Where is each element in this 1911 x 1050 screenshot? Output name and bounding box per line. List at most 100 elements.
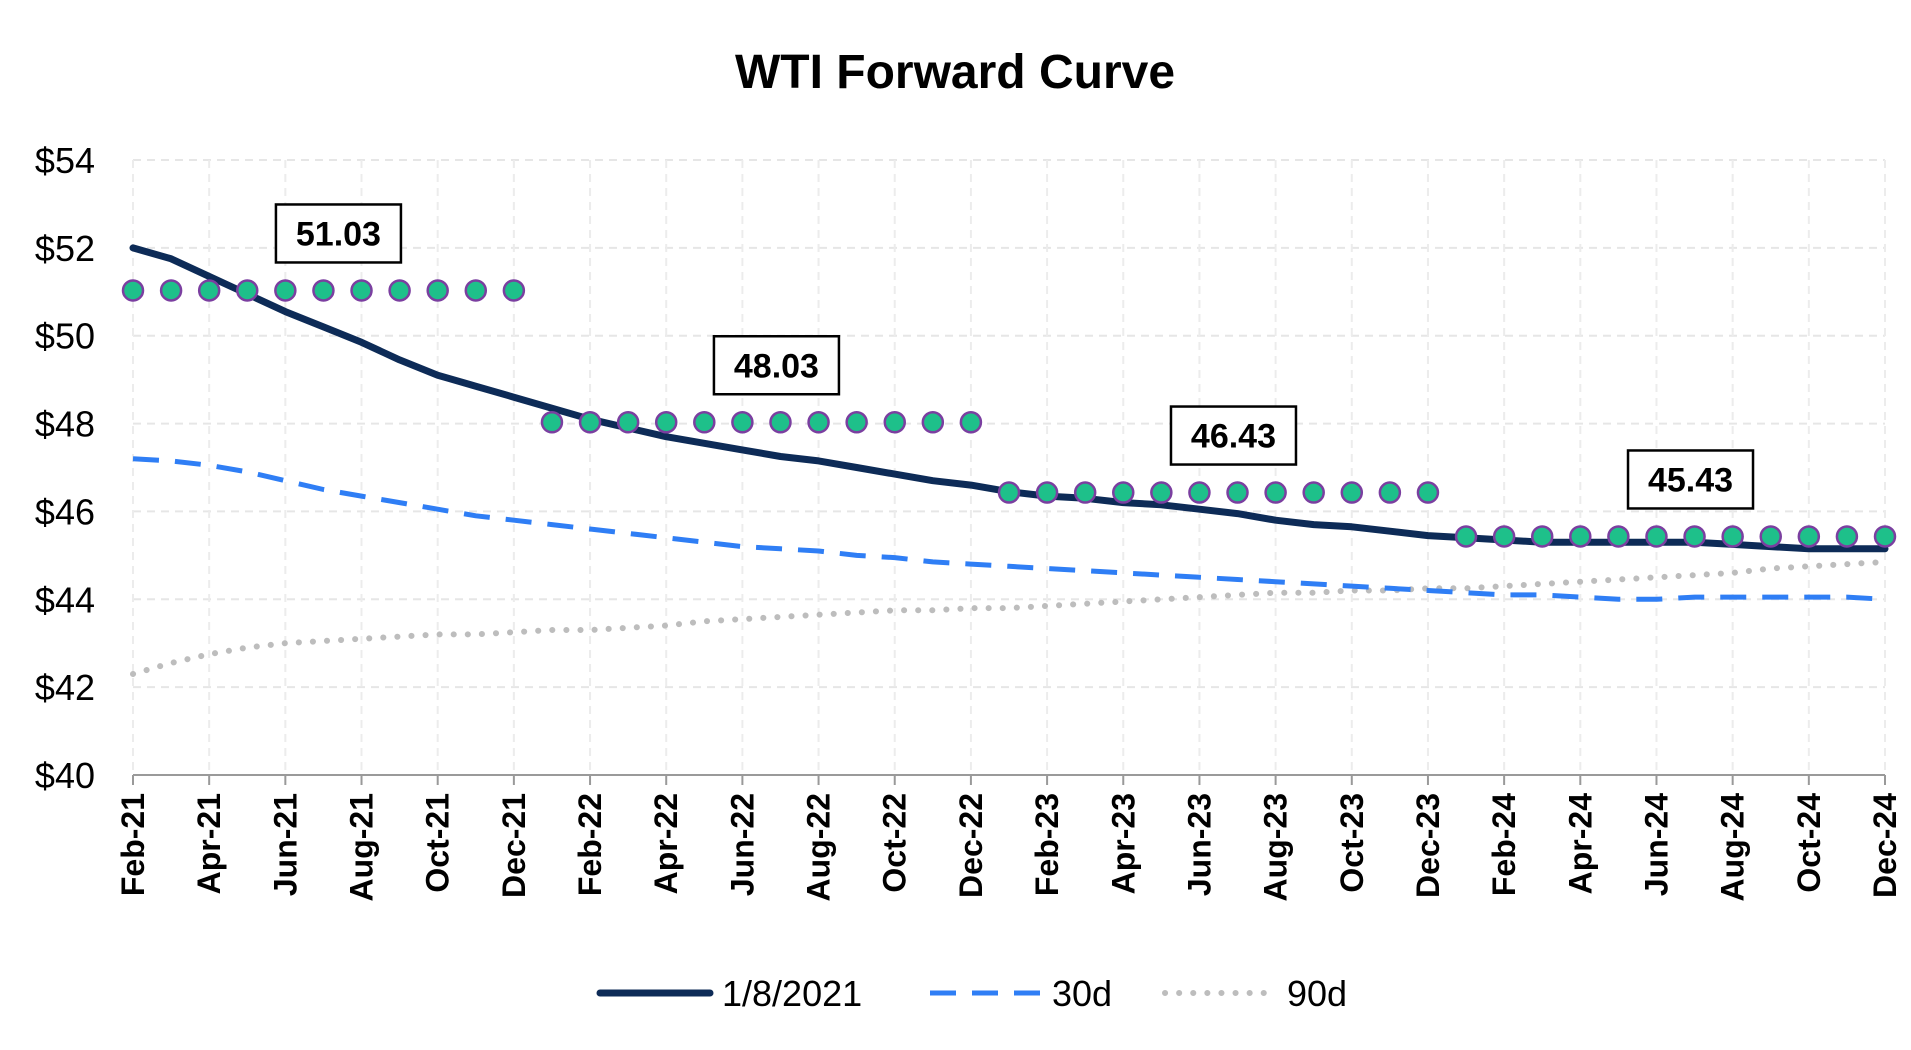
- legend-label: 90d: [1287, 973, 1347, 1014]
- annual-average-labels: 51.03 48.03 46.43 45.43: [274, 203, 1755, 510]
- avg-marker-2021: [426, 279, 449, 302]
- avg-marker-2023: [1226, 481, 1249, 504]
- series-line-30d: [132, 456, 1886, 602]
- avg-marker-2021: [312, 279, 335, 302]
- legend-label: 1/8/2021: [722, 973, 862, 1014]
- x-tick-label: Dec-23: [1410, 793, 1446, 898]
- avg-marker-2022: [731, 411, 754, 434]
- avg-marker-2022: [616, 411, 640, 434]
- avg-marker-2023: [1378, 481, 1402, 504]
- avg-marker-2022: [921, 411, 945, 434]
- annual-average-markers: [121, 279, 1897, 548]
- x-tick-label: Aug-24: [1715, 793, 1751, 902]
- avg-label-2022: 48.03: [734, 347, 819, 385]
- avg-marker-2022: [769, 411, 792, 434]
- avg-marker-2023: [1035, 481, 1059, 504]
- avg-marker-2022: [693, 411, 716, 434]
- x-tick-label: Aug-23: [1258, 793, 1294, 901]
- avg-marker-2021: [159, 279, 183, 302]
- avg-marker-2024: [1759, 525, 1782, 548]
- avg-label-2021: 51.03: [296, 215, 381, 253]
- x-tick-label: Oct-23: [1334, 793, 1370, 893]
- x-tick-label: Jun-21: [267, 793, 303, 896]
- x-tick-label: Aug-22: [801, 793, 837, 901]
- avg-marker-2021: [350, 279, 373, 302]
- y-tick-label: $50: [35, 316, 95, 357]
- y-tick-label: $54: [35, 140, 95, 181]
- avg-marker-2023: [1188, 481, 1211, 504]
- avg-marker-2024: [1530, 525, 1554, 548]
- gridlines: [132, 159, 1886, 775]
- y-tick-label: $40: [35, 755, 95, 796]
- legend-label: 30d: [1052, 973, 1112, 1014]
- avg-marker-2024: [1645, 525, 1668, 548]
- avg-marker-2021: [274, 279, 297, 302]
- avg-marker-2024: [1492, 525, 1516, 548]
- avg-marker-2024: [1454, 525, 1478, 548]
- x-tick-label: Oct-24: [1791, 793, 1827, 893]
- avg-label-box-2023: [1169, 405, 1298, 466]
- avg-marker-2024: [1873, 525, 1897, 548]
- x-tick-label: Apr-24: [1562, 793, 1598, 895]
- x-tick-label: Oct-21: [420, 793, 456, 893]
- avg-marker-2024: [1721, 525, 1744, 548]
- avg-marker-2023: [1340, 481, 1364, 504]
- avg-marker-2022: [578, 411, 602, 434]
- avg-marker-2024: [1569, 525, 1592, 548]
- avg-marker-2022: [845, 411, 868, 434]
- avg-marker-2021: [236, 279, 259, 302]
- x-tick-label: Feb-24: [1486, 793, 1522, 896]
- x-tick-label: Jun-24: [1638, 793, 1674, 896]
- avg-marker-2021: [197, 279, 221, 302]
- avg-marker-2021: [121, 279, 145, 302]
- series-lines: [129, 244, 1889, 677]
- avg-marker-2024: [1797, 525, 1821, 548]
- avg-marker-2022: [959, 411, 983, 434]
- x-tick-label: Dec-21: [496, 793, 532, 898]
- avg-marker-2023: [1416, 481, 1440, 504]
- y-tick-label: $46: [35, 491, 95, 532]
- x-tick-label: Apr-21: [191, 793, 227, 894]
- x-tick-label: Dec-22: [953, 793, 989, 898]
- avg-label-box-2022: [712, 335, 841, 396]
- avg-marker-2023: [997, 481, 1021, 504]
- chart-title: WTI Forward Curve: [735, 46, 1175, 99]
- avg-marker-2024: [1835, 525, 1859, 548]
- avg-label-2024: 45.43: [1648, 461, 1733, 499]
- x-tick-label: Dec-24: [1867, 793, 1903, 898]
- avg-label-2023: 46.43: [1191, 418, 1276, 456]
- y-tick-label: $52: [35, 228, 95, 269]
- x-tick-label: Apr-23: [1105, 793, 1141, 894]
- avg-marker-2022: [654, 411, 678, 434]
- x-tick-label: Oct-22: [877, 793, 913, 893]
- x-axis: Feb-21 Apr-21 Jun-21 Aug-21 Oct-21 Dec-21 Feb-…: [115, 774, 1903, 902]
- avg-marker-2024: [1607, 525, 1630, 548]
- avg-marker-2022: [807, 411, 830, 434]
- y-tick-label: $42: [35, 667, 95, 708]
- avg-marker-2021: [388, 279, 411, 302]
- series-line-90d: [130, 558, 1888, 677]
- y-tick-label: $48: [35, 404, 95, 445]
- avg-marker-2023: [1073, 481, 1097, 504]
- x-tick-label: Aug-21: [344, 793, 380, 901]
- y-axis: $40 $42 $44 $46 $48 $50 $52 $54: [35, 140, 95, 796]
- avg-marker-2023: [1302, 481, 1325, 504]
- y-tick-label: $44: [35, 579, 95, 620]
- avg-marker-2023: [1150, 481, 1173, 504]
- avg-marker-2023: [1264, 481, 1287, 504]
- avg-marker-2021: [502, 279, 526, 302]
- avg-label-box-2021: [274, 203, 403, 264]
- x-tick-label: Feb-22: [572, 793, 608, 896]
- avg-marker-2023: [1112, 481, 1135, 504]
- legend: 1/8/2021 30d 90d: [596, 973, 1347, 1014]
- avg-marker-2022: [540, 411, 564, 434]
- avg-marker-2024: [1683, 525, 1706, 548]
- x-tick-label: Jun-22: [724, 793, 760, 896]
- x-tick-label: Feb-21: [115, 793, 151, 896]
- x-tick-label: Apr-22: [648, 793, 684, 894]
- avg-label-box-2024: [1626, 449, 1755, 510]
- avg-marker-2022: [883, 411, 906, 434]
- x-tick-label: Feb-23: [1029, 793, 1065, 896]
